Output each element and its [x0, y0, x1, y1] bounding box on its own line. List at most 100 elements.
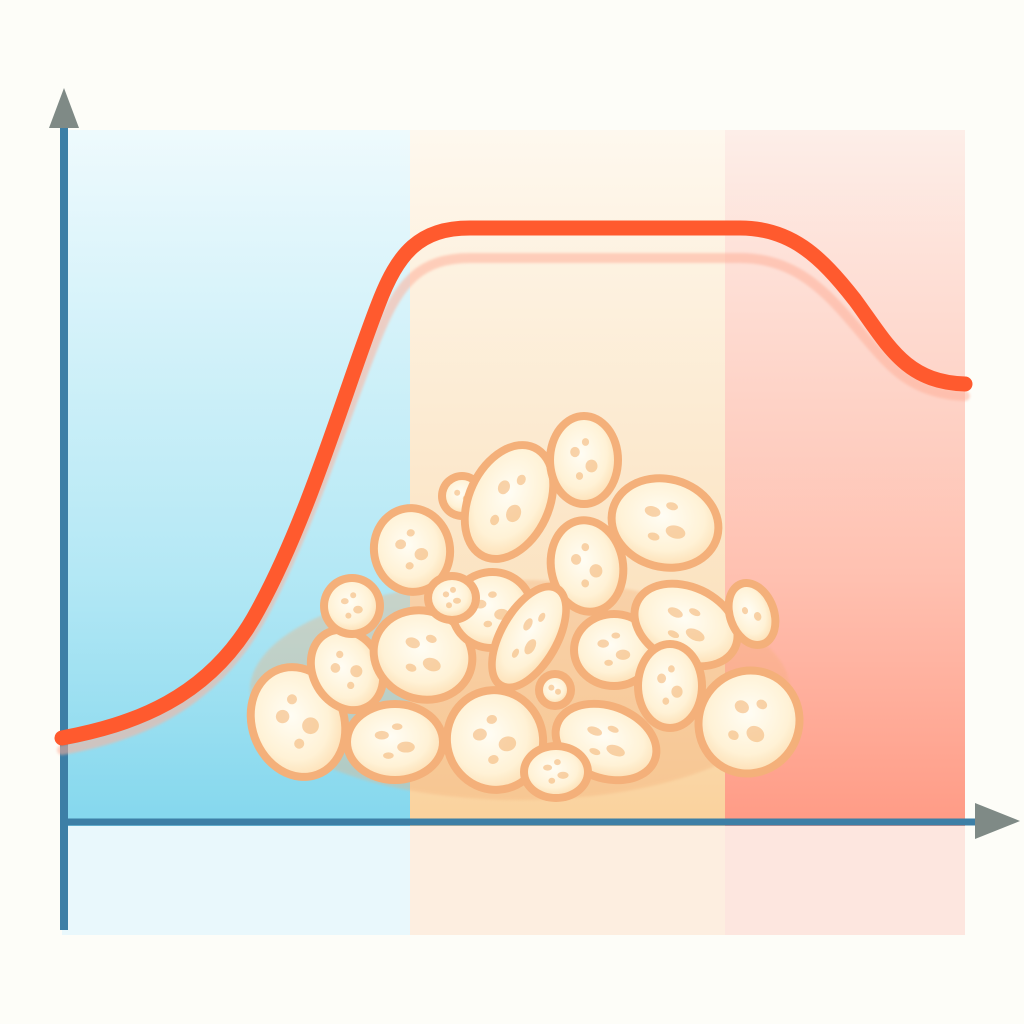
particle-spot — [557, 771, 569, 779]
particle-spot — [442, 591, 450, 598]
particle — [424, 572, 480, 624]
particle — [369, 504, 455, 596]
particle-body — [578, 618, 650, 682]
particle-body — [543, 678, 567, 702]
particle-spot — [350, 665, 363, 678]
particle-spot — [511, 648, 520, 658]
particle-spot — [667, 607, 683, 618]
particle-body — [314, 633, 380, 707]
particle — [694, 666, 804, 778]
particle-spot — [756, 699, 768, 710]
particle-spot — [472, 728, 487, 741]
particle-spot — [753, 612, 762, 621]
particle-spot — [555, 688, 561, 695]
particle — [607, 474, 723, 572]
axes — [49, 88, 1020, 930]
particle-spot — [606, 744, 625, 757]
particle-spot — [350, 592, 357, 599]
particle-spot — [294, 738, 305, 749]
particle — [546, 516, 628, 616]
particle — [535, 670, 575, 710]
triangle-up-arrow-icon — [49, 88, 79, 128]
particle-spot — [490, 514, 500, 526]
particle — [488, 582, 570, 692]
particle-spot — [657, 673, 667, 684]
cool-zone-below-axis — [62, 826, 410, 935]
particle-spot — [570, 554, 582, 565]
particle-spot — [581, 438, 590, 446]
particle — [306, 625, 388, 715]
response-curve — [54, 220, 973, 755]
particle-spot — [405, 663, 417, 672]
middle-zone-below-axis — [410, 826, 725, 935]
particle-pile-icon — [246, 412, 804, 802]
particle-spot — [587, 726, 603, 736]
particle — [460, 441, 558, 563]
particle-spot — [667, 630, 680, 639]
particle-spot — [741, 607, 749, 615]
particle — [343, 700, 447, 784]
particle-body — [468, 449, 550, 555]
particle-spot — [446, 602, 452, 609]
particle-spot — [589, 748, 601, 756]
particle-body — [495, 590, 563, 684]
particle-spot — [689, 608, 701, 617]
particle-spot — [668, 665, 675, 673]
warm-zone — [725, 130, 965, 935]
particle-spot — [607, 725, 619, 733]
particle — [724, 579, 780, 649]
particle-spot — [405, 562, 414, 570]
particle-spot — [665, 525, 686, 539]
particle-spot — [275, 709, 290, 724]
particle-body — [528, 750, 584, 794]
particle-spot — [286, 694, 298, 705]
particle-body — [554, 420, 614, 500]
particle-spot — [353, 605, 363, 614]
particle-spot — [383, 752, 394, 759]
curve-shadow — [57, 253, 970, 755]
particle-spot — [524, 639, 537, 655]
particle-spot — [746, 725, 765, 743]
particle-spot — [406, 529, 415, 537]
particle — [520, 742, 592, 802]
particle-spot — [548, 777, 556, 784]
particle-spot — [347, 681, 355, 690]
particle-body — [554, 524, 620, 608]
particle-spot — [728, 730, 739, 741]
particle-body — [432, 580, 472, 616]
particle-spot — [488, 755, 499, 764]
particle-spot — [506, 504, 522, 523]
particle-spot — [647, 532, 660, 541]
triangle-right-arrow-icon — [975, 803, 1020, 839]
particle-spot — [644, 506, 661, 517]
particle-body — [377, 614, 469, 696]
particle-spot — [498, 736, 517, 752]
particle-spot — [302, 717, 319, 735]
particle-spot — [453, 597, 461, 604]
particle-spot — [671, 685, 683, 698]
particle — [570, 610, 658, 690]
particle-spot — [454, 489, 461, 496]
particle-spot — [575, 472, 584, 480]
particle-spot — [662, 697, 670, 705]
particle-spot — [516, 474, 526, 486]
particle-spot — [414, 548, 429, 561]
particle-spot — [395, 539, 407, 550]
particle-body — [732, 586, 772, 642]
particle-spot — [450, 586, 456, 593]
particle-spot — [554, 759, 561, 766]
particle-spot — [589, 564, 603, 578]
particle-spot — [340, 598, 349, 605]
particle-spot — [391, 723, 403, 730]
particle-spot — [336, 650, 344, 659]
cool-zone — [62, 130, 410, 935]
particle-spot — [425, 634, 437, 643]
particle-spot — [666, 502, 678, 511]
particle-spot — [585, 459, 598, 473]
particle-spot — [405, 637, 420, 649]
particle-spot — [488, 591, 497, 598]
particle-spot — [497, 480, 510, 495]
particle-spot — [330, 663, 341, 673]
